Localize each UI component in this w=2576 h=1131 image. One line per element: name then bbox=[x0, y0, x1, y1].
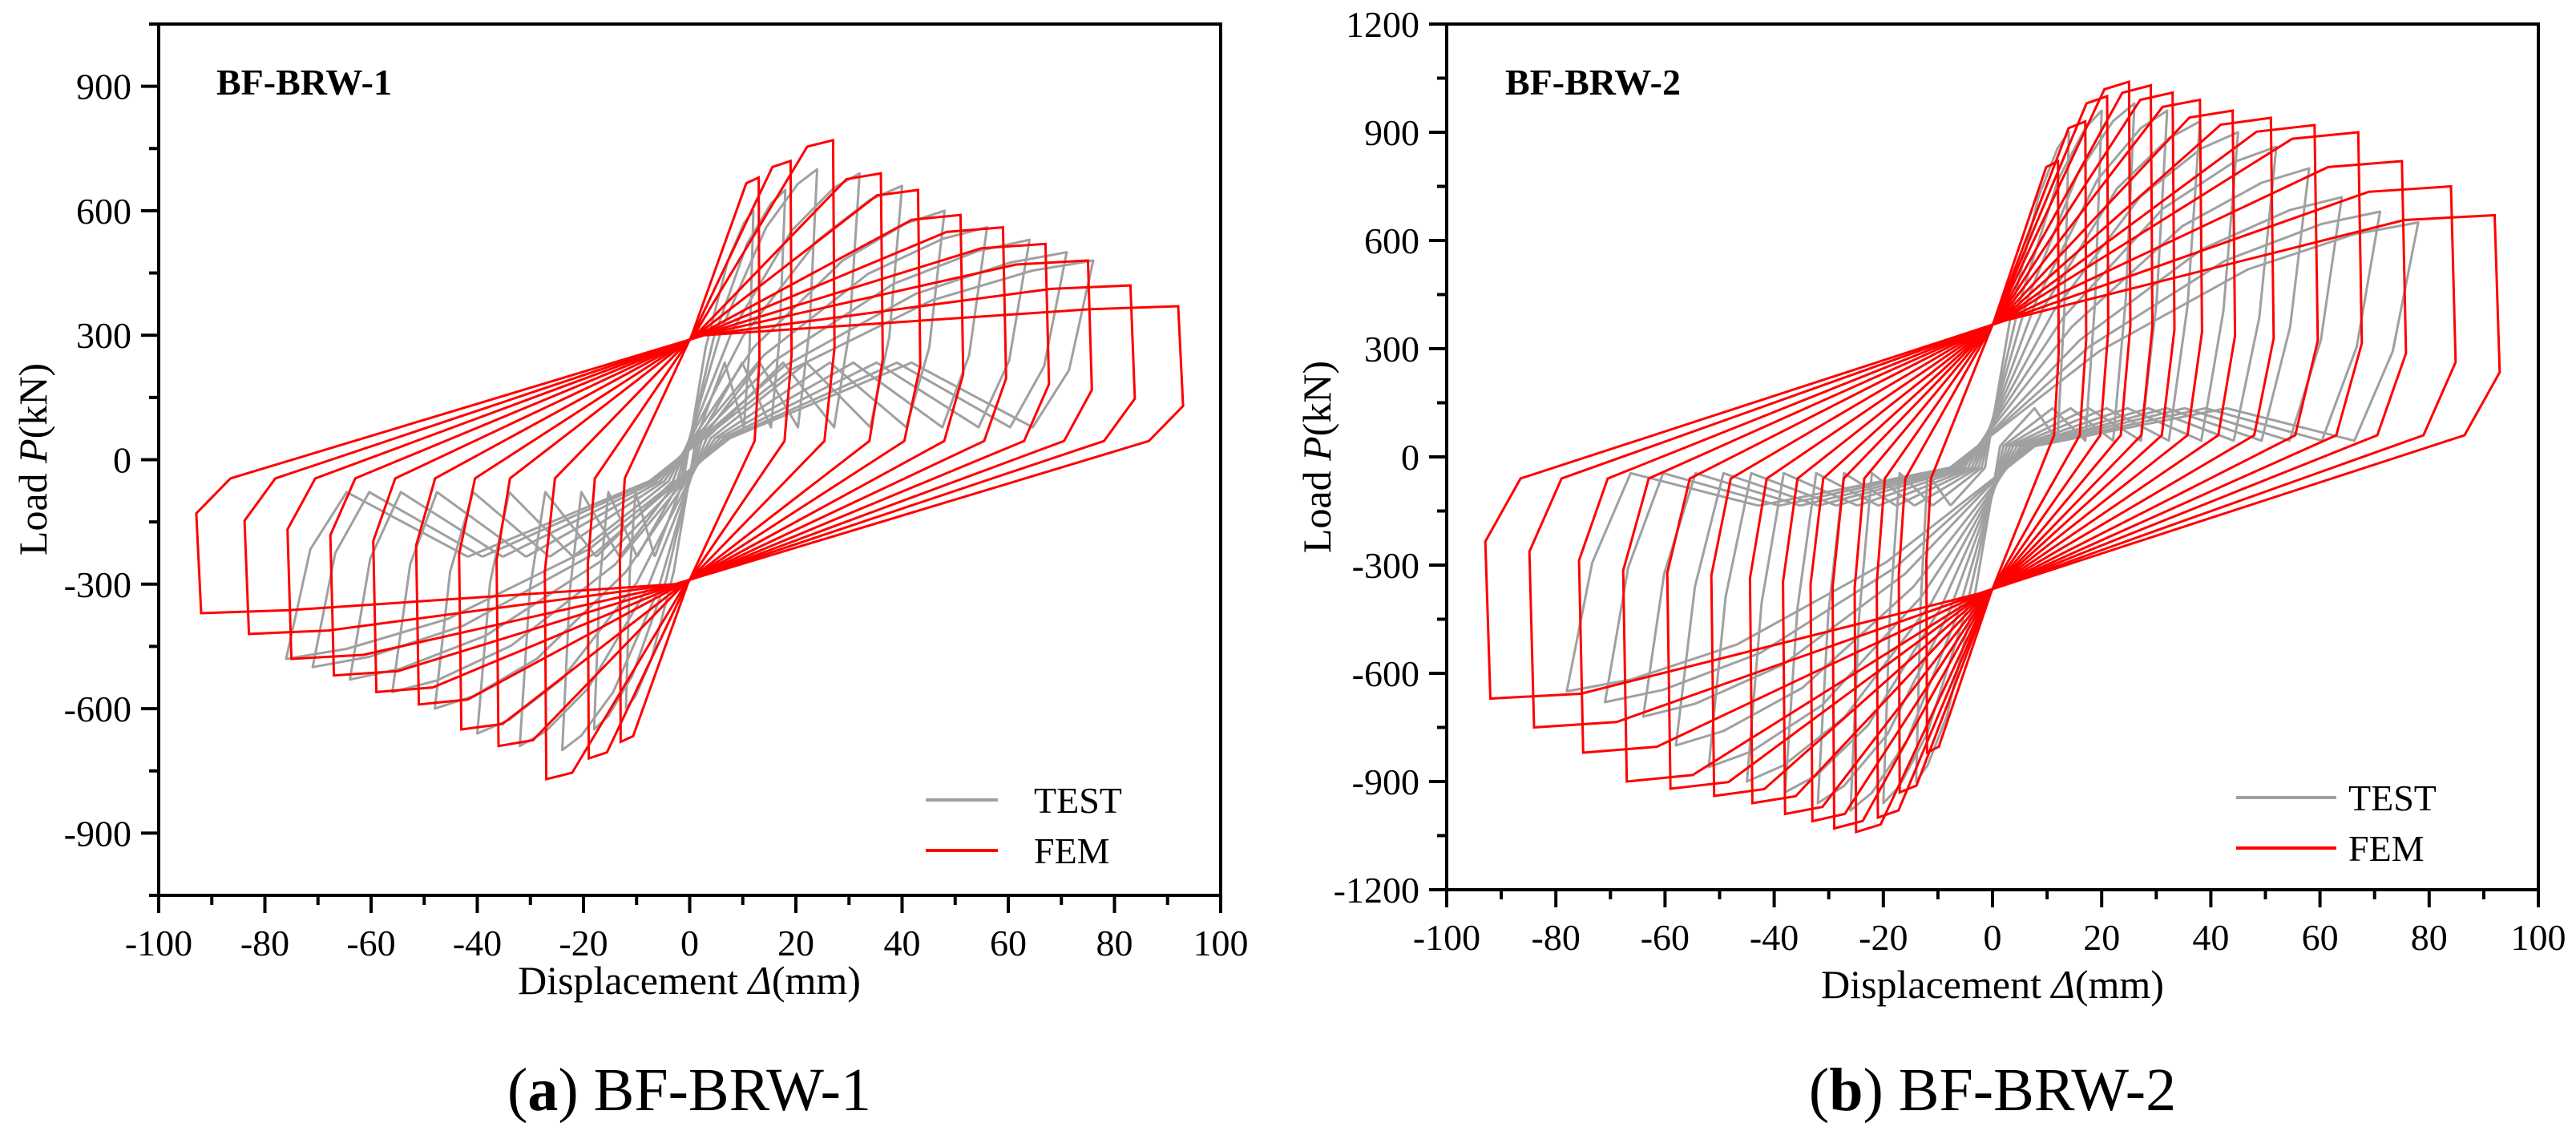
fem-loop-b-0 bbox=[1924, 159, 2061, 755]
test-loop-b-1 bbox=[1882, 109, 2103, 805]
test-loop-b-2 bbox=[1849, 102, 2136, 812]
fem-loop-b-9 bbox=[1666, 123, 2320, 790]
test-loop-b-5 bbox=[1746, 131, 2239, 783]
test-loop-a-9 bbox=[285, 259, 1095, 660]
x-axis-label-a: Displacement Δ(mm) bbox=[518, 958, 861, 1003]
x-tick-label-a-8: 60 bbox=[990, 923, 1027, 963]
x-tick-label-b-0: -100 bbox=[1413, 917, 1480, 958]
test-loop-a-5 bbox=[434, 209, 946, 710]
x-tick-label-a-4: -20 bbox=[559, 923, 608, 963]
x-tick-label-b-4: -20 bbox=[1859, 917, 1908, 958]
y-tick-label-b-7: 900 bbox=[1364, 112, 1419, 153]
plot-frame-b bbox=[1445, 22, 2540, 891]
axis-ticks-b bbox=[1429, 22, 2540, 907]
y-tick-label-b-6: 600 bbox=[1364, 220, 1419, 261]
plot-frame-a bbox=[157, 22, 1222, 897]
fem-loop-a-10 bbox=[195, 305, 1185, 615]
test-loop-a-8 bbox=[311, 251, 1068, 669]
test-loop-b-7 bbox=[1674, 167, 2311, 747]
x-tick-label-a-10: 100 bbox=[1193, 923, 1249, 963]
x-tick-label-a-1: -80 bbox=[240, 923, 289, 963]
x-tick-label-b-8: 60 bbox=[2302, 917, 2339, 958]
fem-curves-a bbox=[195, 138, 1185, 782]
x-tick-label-b-9: 80 bbox=[2411, 917, 2448, 958]
fem-loop-b-8 bbox=[1710, 116, 2275, 798]
x-tick-label-a-5: 0 bbox=[680, 923, 699, 963]
x-tick-label-a-2: -60 bbox=[346, 923, 395, 963]
test-loop-a-4 bbox=[476, 184, 903, 735]
caption-b: (b) BF-BRW-2 bbox=[1809, 1056, 2176, 1124]
fem-loop-b-4 bbox=[1831, 83, 2154, 830]
y-tick-label-a-2: -300 bbox=[64, 564, 131, 605]
chart-panel-a: -100 -80 -60 -40 -20 0 20 40 60 80 100 -900 -600 -300… bbox=[10, 22, 1249, 1124]
test-loop-a-6 bbox=[391, 226, 988, 693]
test-loop-a-2 bbox=[561, 168, 818, 752]
test-loop-b-3 bbox=[1816, 109, 2169, 805]
test-loop-b-10 bbox=[1565, 221, 2420, 693]
y-tick-label-a-0: -900 bbox=[64, 813, 131, 854]
y-tick-label-a-3: 0 bbox=[113, 440, 131, 481]
fem-loop-b-13 bbox=[1484, 213, 2501, 701]
chart-panel-b: -100 -80 -60 -40 -20 0 20 40 60 80 100 -1200 -900 -60… bbox=[1294, 4, 2566, 1124]
y-tick-label-b-1: -900 bbox=[1352, 761, 1419, 802]
test-loop-a-0 bbox=[624, 209, 755, 710]
legend-label-test-a: TEST bbox=[1034, 780, 1122, 821]
test-loop-a-3 bbox=[519, 172, 861, 748]
fem-loop-a-1 bbox=[586, 159, 793, 761]
x-tick-label-b-1: -80 bbox=[1532, 917, 1581, 958]
legend-a: TEST FEM bbox=[926, 780, 1122, 871]
y-tick-label-a-4: 300 bbox=[76, 315, 131, 356]
x-tick-label-b-7: 40 bbox=[2192, 917, 2229, 958]
y-axis-label-b: Load P(kN) bbox=[1294, 361, 1339, 553]
y-tick-label-a-5: 600 bbox=[76, 191, 131, 232]
panel-title-a: BF-BRW-1 bbox=[216, 62, 392, 103]
axis-ticks-a bbox=[141, 22, 1222, 913]
x-tick-label-a-7: 40 bbox=[884, 923, 921, 963]
test-curves-a bbox=[285, 168, 1095, 752]
x-tick-label-b-6: 20 bbox=[2083, 917, 2120, 958]
panel-title-b: BF-BRW-2 bbox=[1505, 62, 1681, 103]
fem-loop-a-3 bbox=[495, 172, 884, 748]
test-loop-b-4 bbox=[1783, 120, 2202, 794]
y-axis-label-a: Load P(kN) bbox=[10, 363, 55, 555]
x-tick-label-b-10: 100 bbox=[2511, 917, 2566, 958]
legend-b: TEST FEM bbox=[2236, 778, 2437, 869]
test-loop-b-9 bbox=[1604, 210, 2381, 704]
y-tick-label-b-0: -1200 bbox=[1334, 870, 1419, 911]
x-tick-label-a-6: 20 bbox=[777, 923, 814, 963]
x-tick-label-a-3: -40 bbox=[453, 923, 502, 963]
y-tick-label-b-8: 1200 bbox=[1346, 4, 1419, 45]
fem-loop-a-8 bbox=[286, 259, 1093, 660]
legend-label-fem-b: FEM bbox=[2348, 828, 2425, 869]
legend-label-test-b: TEST bbox=[2348, 778, 2437, 818]
x-tick-label-b-3: -40 bbox=[1750, 917, 1799, 958]
y-tick-label-b-5: 300 bbox=[1364, 329, 1419, 370]
legend-label-fem-a: FEM bbox=[1034, 830, 1110, 871]
y-tick-label-b-4: 0 bbox=[1401, 437, 1419, 478]
caption-a: (a) BF-BRW-1 bbox=[507, 1056, 871, 1124]
x-tick-label-b-2: -60 bbox=[1641, 917, 1690, 958]
tick-labels-a: -100 -80 -60 -40 -20 0 20 40 60 80 100 -900 -600 -300… bbox=[64, 67, 1249, 963]
fem-curves-b bbox=[1484, 79, 2501, 834]
x-tick-label-b-5: 0 bbox=[1984, 917, 2002, 958]
tick-labels-b: -100 -80 -60 -40 -20 0 20 40 60 80 100 -1200 -900 -60… bbox=[1334, 4, 2566, 958]
fem-loop-a-7 bbox=[329, 242, 1051, 677]
y-tick-label-a-6: 900 bbox=[76, 67, 131, 107]
test-loop-a-7 bbox=[349, 238, 1031, 681]
x-tick-label-a-0: -100 bbox=[125, 923, 192, 963]
y-tick-label-a-1: -600 bbox=[64, 689, 131, 729]
y-tick-label-b-2: -600 bbox=[1352, 653, 1419, 694]
y-tick-label-b-3: -300 bbox=[1352, 545, 1419, 586]
x-axis-label-b: Displacement Δ(mm) bbox=[1821, 962, 2164, 1007]
test-loop-b-8 bbox=[1641, 196, 2344, 718]
x-tick-label-a-9: 80 bbox=[1096, 923, 1133, 963]
